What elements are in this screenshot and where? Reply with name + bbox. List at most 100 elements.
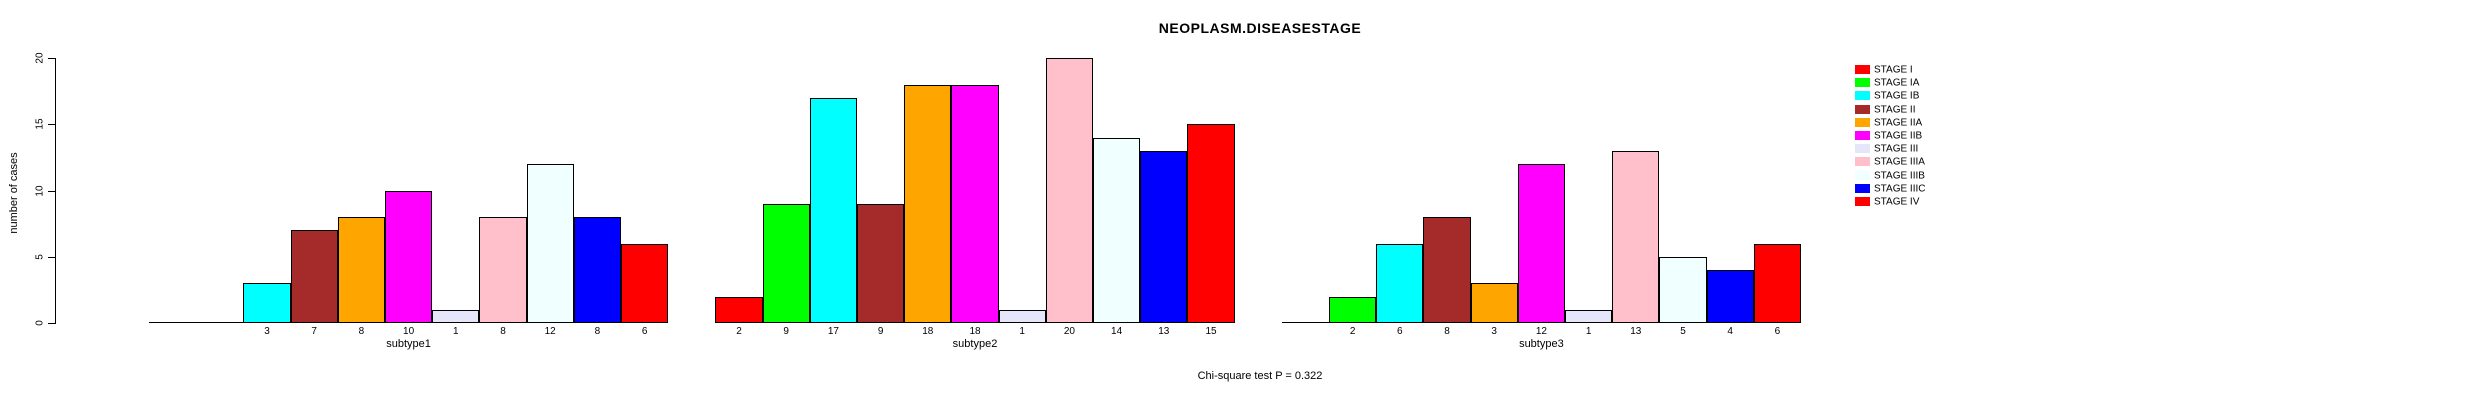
legend-item: STAGE I: [1855, 63, 2015, 76]
bar: [1376, 243, 1424, 323]
y-axis-tick: [48, 256, 55, 258]
bar: [998, 309, 1046, 323]
bar: [621, 243, 669, 323]
bar-value-label: 8: [500, 326, 506, 337]
legend-swatch: [1855, 183, 1870, 193]
bar-value-label: 20: [1063, 326, 1075, 337]
bar-value-label: 8: [1444, 326, 1450, 337]
bar-value-label: 18: [922, 326, 934, 337]
bar: [715, 296, 763, 323]
bar-value-label: 18: [969, 326, 981, 337]
x-axis-group-label: subtype3: [1519, 338, 1564, 350]
bar: [1659, 256, 1707, 323]
bar: [243, 283, 291, 323]
legend-label: STAGE IA: [1874, 77, 1920, 89]
legend-item: STAGE III: [1855, 142, 2015, 155]
bar-value-label: 1: [453, 326, 459, 337]
bar-value-label: 3: [264, 326, 270, 337]
legend-swatch: [1855, 157, 1870, 167]
bar: [1470, 283, 1518, 323]
bar: [432, 309, 480, 323]
bar: [1045, 58, 1093, 323]
bar-value-label: 4: [1727, 326, 1733, 337]
y-axis-tick-label: 0: [34, 320, 46, 326]
bar: [385, 190, 433, 323]
bar-value-label: 6: [1397, 326, 1403, 337]
bar: [857, 203, 905, 323]
bar-value-label: 6: [1774, 326, 1781, 337]
legend-label: STAGE IIIC: [1874, 183, 1926, 195]
bar: [573, 217, 621, 323]
bar: [809, 97, 857, 323]
bar: [1612, 150, 1660, 323]
legend-swatch: [1855, 65, 1870, 74]
x-axis-group-label: subtype1: [386, 338, 431, 350]
bar-value-label: 13: [1158, 326, 1170, 337]
bar: [1706, 270, 1754, 323]
legend-swatch: [1855, 170, 1870, 180]
legend-swatch: [1855, 197, 1870, 206]
bar-value-label: 9: [877, 326, 884, 337]
bar: [904, 84, 952, 323]
bar-value-label: 1: [1019, 326, 1025, 337]
bar: [951, 84, 999, 323]
legend-label: STAGE IB: [1874, 90, 1920, 102]
legend-label: STAGE I: [1874, 64, 1913, 76]
legend-swatch: [1855, 144, 1870, 154]
bar: [290, 230, 338, 323]
bar: [526, 164, 574, 323]
y-axis-tick: [48, 58, 55, 59]
y-axis-tick: [48, 124, 55, 126]
bar-value-label: 7: [311, 326, 317, 337]
bar-value-label: 17: [827, 326, 839, 337]
bar-value-label: 14: [1111, 326, 1123, 337]
legend-label: STAGE IIB: [1874, 130, 1923, 142]
legend-label: STAGE IIA: [1874, 117, 1923, 129]
y-axis-line: [55, 58, 56, 324]
legend-item: STAGE IA: [1855, 76, 2015, 89]
bar: [1140, 150, 1188, 323]
legend-swatch: [1855, 104, 1870, 114]
legend-label: STAGE IIIB: [1874, 170, 1925, 182]
legend: STAGE I STAGE IA STAGE IB STAGE II STAGE IIA…: [1855, 63, 2015, 208]
legend-swatch: [1855, 131, 1870, 140]
chi-square-footnote: Chi-square test P = 0.322: [1197, 370, 1323, 382]
bar-value-label: 1: [1585, 326, 1592, 337]
legend-item: STAGE IIIA: [1855, 155, 2015, 168]
bar: [1517, 164, 1565, 323]
bar-value-label: 13: [1630, 326, 1642, 337]
chart-title: NEOPLASM.DISEASESTAGE: [1158, 20, 1362, 36]
bar-value-label: 12: [1535, 326, 1547, 337]
legend-label: STAGE III: [1874, 143, 1919, 155]
bar-value-label: 9: [783, 326, 789, 337]
legend-item: STAGE IIIB: [1855, 169, 2015, 182]
x-axis-group-label: subtype2: [952, 338, 998, 350]
bar-value-label: 15: [1205, 326, 1217, 337]
y-axis-tick: [48, 323, 55, 324]
bar-value-label: 12: [544, 326, 556, 337]
y-axis-tick-label: 5: [34, 253, 46, 260]
y-axis-tick: [48, 190, 55, 192]
bar: [337, 217, 385, 323]
legend-item: STAGE IIB: [1855, 129, 2015, 142]
legend-item: STAGE IIIC: [1855, 182, 2015, 195]
bar: [1565, 309, 1613, 323]
bar: [479, 217, 527, 323]
bar-value-label: 10: [403, 326, 415, 337]
bar-value-label: 3: [1491, 326, 1497, 337]
legend-item: STAGE II: [1855, 103, 2015, 116]
zero-height-bar: [196, 322, 244, 323]
legend-label: STAGE IIIA: [1874, 156, 1925, 168]
legend-item: STAGE IB: [1855, 89, 2015, 102]
bar-value-label: 5: [1680, 326, 1686, 337]
legend-swatch: [1855, 117, 1870, 127]
legend-label: STAGE II: [1874, 104, 1916, 116]
bar: [762, 203, 810, 323]
legend-item: STAGE IIA: [1855, 116, 2015, 129]
legend-swatch: [1855, 78, 1870, 88]
zero-height-bar: [1281, 322, 1329, 323]
bar: [1753, 243, 1801, 323]
bar-value-label: 2: [736, 326, 742, 337]
